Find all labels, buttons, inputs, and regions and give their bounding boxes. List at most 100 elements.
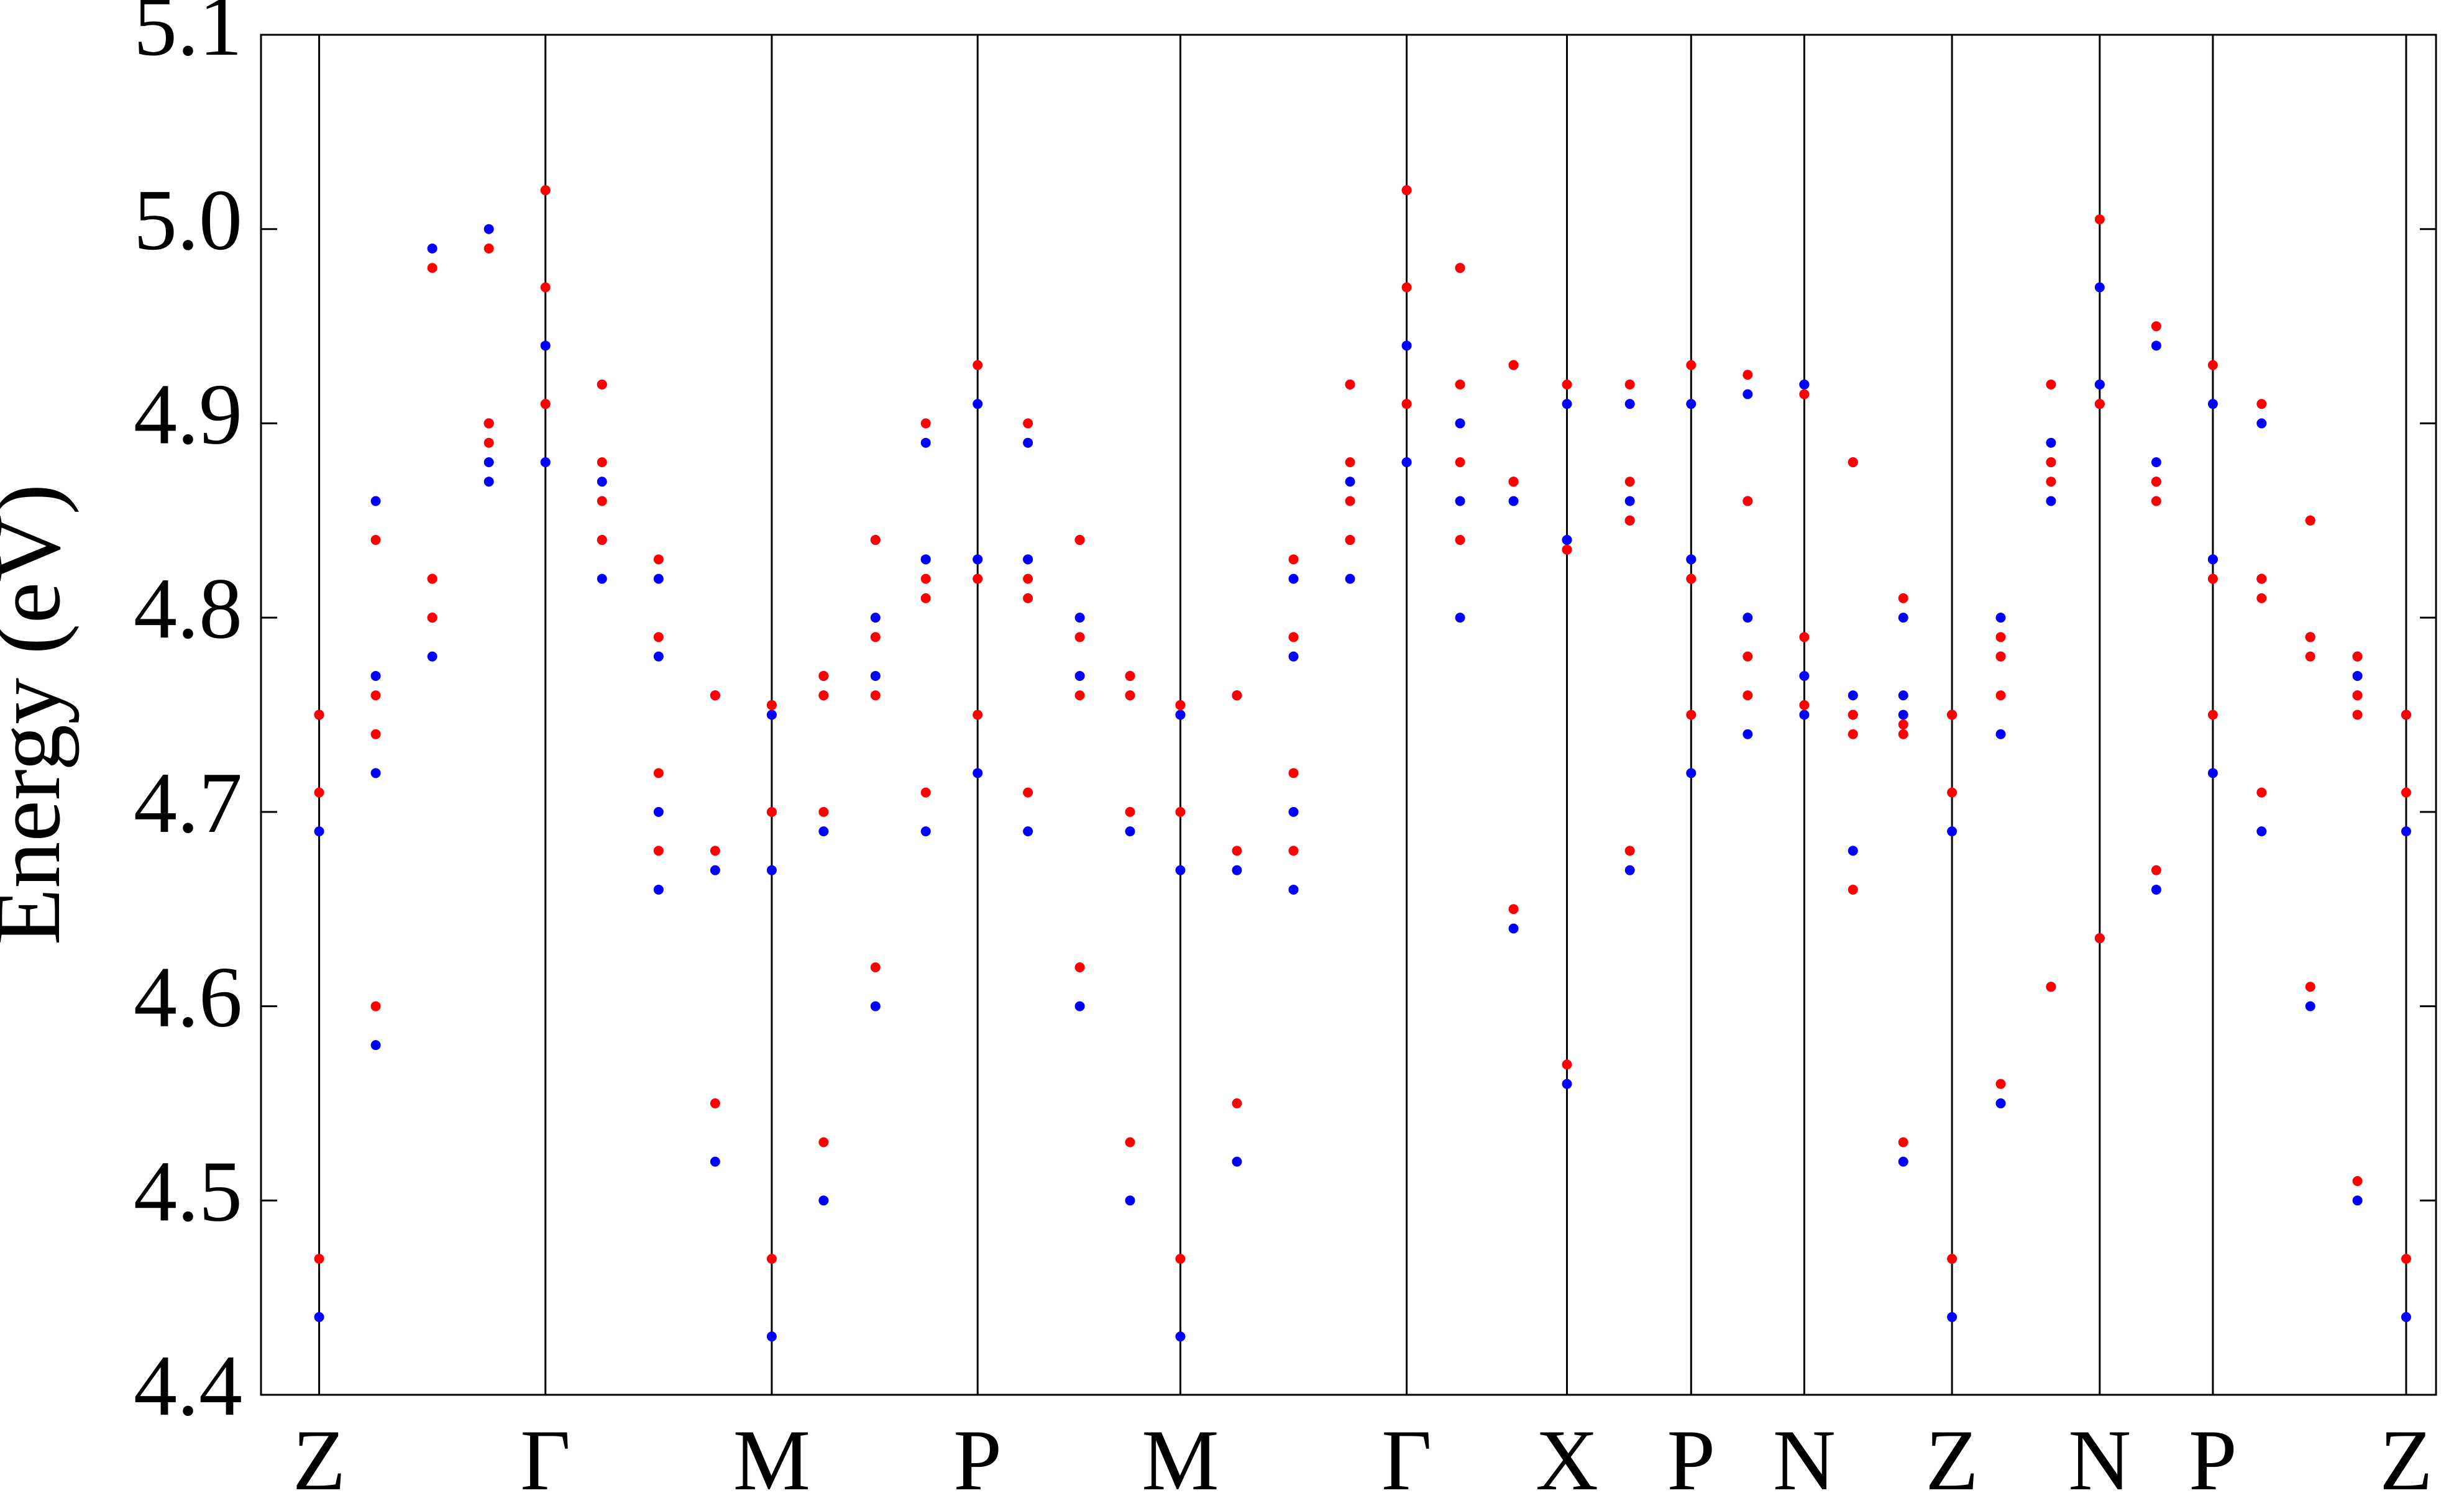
band-point xyxy=(1743,389,1753,399)
band-point xyxy=(1995,632,2006,642)
band-point xyxy=(1947,1254,1958,1264)
band-point xyxy=(1401,399,1412,409)
band-point xyxy=(2305,515,2315,526)
band-point xyxy=(818,690,829,701)
band-point xyxy=(1799,710,1810,720)
x-tick-label: P xyxy=(953,1412,1002,1506)
band-point xyxy=(1401,282,1412,293)
band-point xyxy=(818,670,829,681)
band-point xyxy=(2046,437,2056,448)
band-point xyxy=(1848,690,1858,701)
band-point xyxy=(370,690,381,701)
band-point xyxy=(370,670,381,681)
band-point xyxy=(427,613,437,623)
band-point xyxy=(1508,477,1519,487)
band-point xyxy=(1743,651,1753,662)
band-point xyxy=(1898,1137,1908,1148)
band-point xyxy=(2046,457,2056,467)
band-point xyxy=(2207,554,2218,565)
band-point xyxy=(1848,884,1858,895)
band-point xyxy=(920,418,931,429)
band-point xyxy=(766,1331,777,1342)
band-point xyxy=(1074,632,1085,642)
band-point xyxy=(1624,379,1635,390)
band-point xyxy=(1023,418,1033,429)
band-point xyxy=(1232,1098,1242,1108)
band-point xyxy=(973,768,983,778)
band-point xyxy=(1743,690,1753,701)
band-point xyxy=(1624,399,1635,409)
band-point xyxy=(2207,768,2218,778)
band-point xyxy=(710,846,720,856)
band-point xyxy=(427,243,437,253)
band-point xyxy=(653,806,664,817)
band-point xyxy=(1345,457,1355,467)
x-tick-label: N xyxy=(1773,1412,1836,1506)
band-point xyxy=(973,710,983,720)
band-point xyxy=(597,573,607,584)
band-point xyxy=(483,477,494,487)
band-point xyxy=(1125,690,1135,701)
y-tick-label: 4.5 xyxy=(134,1143,242,1239)
band-point xyxy=(2305,982,2315,992)
band-point xyxy=(1898,1156,1908,1167)
band-point xyxy=(314,1254,324,1264)
band-point xyxy=(2094,933,2105,944)
band-point xyxy=(1898,729,1908,739)
band-point xyxy=(2401,787,2411,798)
band-point xyxy=(2305,651,2315,662)
band-point xyxy=(1175,710,1186,720)
x-tick-label: Γ xyxy=(520,1412,570,1506)
band-point xyxy=(1799,670,1810,681)
band-point xyxy=(1345,379,1355,390)
band-point xyxy=(653,846,664,856)
band-point xyxy=(1074,1001,1085,1011)
band-point xyxy=(540,185,551,196)
band-point xyxy=(653,632,664,642)
band-point xyxy=(2094,282,2105,293)
band-point xyxy=(1947,710,1958,720)
band-point xyxy=(1455,496,1465,506)
band-point xyxy=(2094,214,2105,225)
band-point xyxy=(818,806,829,817)
band-point xyxy=(1074,670,1085,681)
band-point xyxy=(314,1312,324,1322)
band-point xyxy=(1288,846,1299,856)
band-point xyxy=(766,710,777,720)
band-point xyxy=(483,437,494,448)
band-point xyxy=(540,282,551,293)
band-point xyxy=(1898,690,1908,701)
band-point xyxy=(1125,1137,1135,1148)
band-point xyxy=(2151,865,2161,875)
x-tick-label: Z xyxy=(293,1412,346,1506)
band-point xyxy=(1175,865,1186,875)
band-point xyxy=(766,1254,777,1264)
band-point xyxy=(1074,962,1085,973)
band-point xyxy=(1232,865,1242,875)
band-point xyxy=(597,496,607,506)
band-point xyxy=(1686,710,1697,720)
band-point xyxy=(370,496,381,506)
x-tick-label: Z xyxy=(2379,1412,2433,1506)
band-point xyxy=(2256,399,2267,409)
band-point xyxy=(1023,554,1033,565)
band-point xyxy=(2046,496,2056,506)
band-point xyxy=(483,457,494,467)
band-point xyxy=(710,1098,720,1108)
band-point xyxy=(2305,632,2315,642)
band-point xyxy=(1848,729,1858,739)
band-point xyxy=(1455,379,1465,390)
x-tick-label: P xyxy=(2189,1412,2237,1506)
band-point xyxy=(2151,884,2161,895)
band-point xyxy=(1508,496,1519,506)
band-point xyxy=(1562,544,1572,555)
band-point xyxy=(1288,768,1299,778)
y-tick-label: 4.4 xyxy=(134,1338,242,1434)
band-point xyxy=(540,399,551,409)
band-point xyxy=(427,263,437,273)
band-point xyxy=(2046,379,2056,390)
band-point xyxy=(870,632,881,642)
band-point xyxy=(1455,418,1465,429)
band-point xyxy=(2207,360,2218,370)
band-point xyxy=(2151,321,2161,332)
